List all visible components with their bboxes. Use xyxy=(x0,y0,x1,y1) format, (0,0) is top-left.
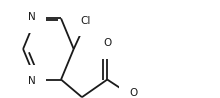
Text: N: N xyxy=(28,76,36,86)
Text: O: O xyxy=(103,38,111,48)
Text: N: N xyxy=(28,12,36,22)
Text: O: O xyxy=(129,88,138,98)
Text: Cl: Cl xyxy=(80,16,91,26)
